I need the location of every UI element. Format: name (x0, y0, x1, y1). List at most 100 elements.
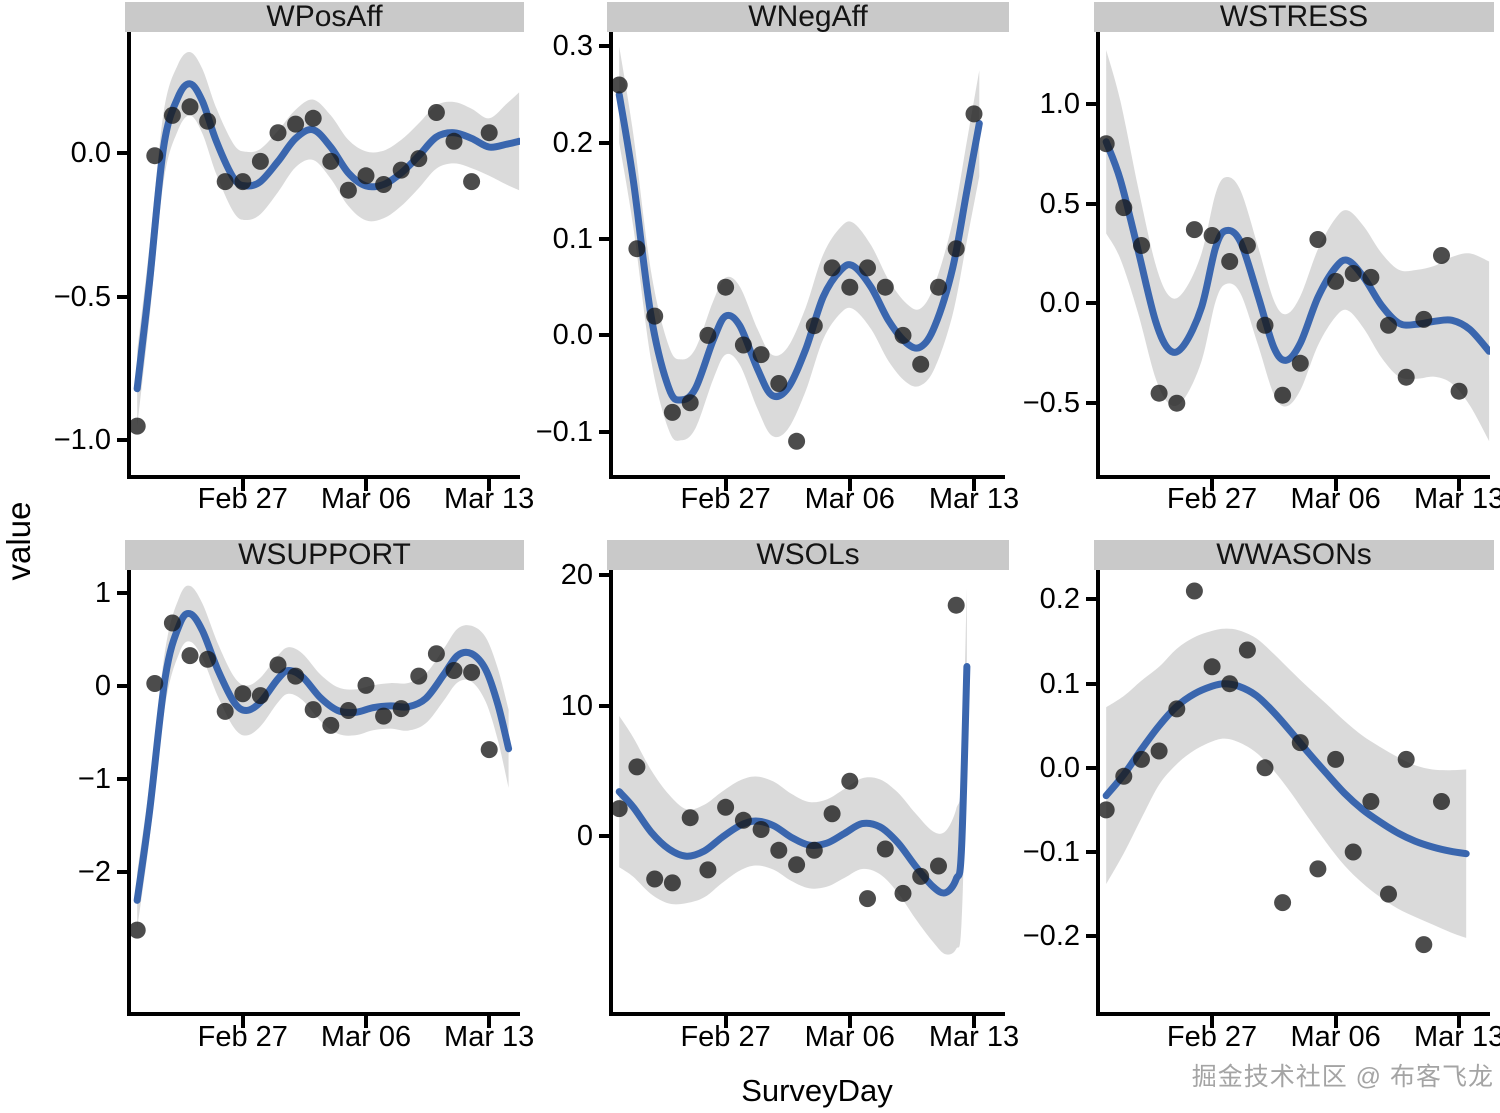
data-point (445, 662, 463, 679)
facet-strip: WPosAff (125, 2, 524, 32)
y-tick-label: 0.2 (552, 126, 593, 159)
data-point (163, 614, 181, 632)
confidence-ribbon (1106, 628, 1467, 938)
x-tick-label: Mar 13 (928, 483, 1020, 515)
data-point (646, 307, 664, 325)
smooth-line (615, 91, 983, 404)
y-tick-mark (599, 44, 611, 49)
data-point (681, 809, 699, 827)
data-point (357, 167, 375, 185)
data-point (1203, 658, 1221, 676)
data-point (788, 432, 806, 450)
y-tick-mark (599, 429, 611, 434)
y-tick-label: 0.1 (552, 223, 593, 256)
facet-title: WSTRESS (1219, 0, 1369, 33)
data-point (1309, 231, 1327, 248)
data-point (1344, 265, 1362, 282)
x-tick-mark (487, 1016, 492, 1028)
data-point (876, 278, 894, 296)
data-point (304, 701, 322, 719)
data-point (1133, 237, 1150, 254)
data-point (1185, 582, 1203, 600)
data-point (375, 707, 393, 725)
x-tick-mark (723, 1016, 728, 1028)
data-point (1221, 675, 1239, 693)
data-point (699, 326, 717, 344)
data-point (287, 667, 305, 685)
y-axis-line (1096, 32, 1100, 479)
data-point (357, 676, 375, 694)
smooth-line (133, 80, 520, 393)
data-point (269, 656, 287, 674)
y-tick-label: −1.0 (53, 424, 111, 457)
y-tick-label: 0.0 (1039, 287, 1080, 320)
x-tick-label: Mar 06 (804, 483, 895, 515)
y-tick-mark (599, 333, 611, 338)
y-tick-mark (1086, 765, 1098, 770)
data-point (613, 800, 628, 818)
facet-plot-area (1100, 582, 1470, 954)
data-point (912, 355, 930, 373)
data-point (1380, 885, 1397, 903)
data-point (947, 596, 965, 614)
y-tick-label: 10 (560, 689, 593, 722)
data-point (1256, 316, 1274, 334)
y-tick-mark (1086, 597, 1098, 602)
data-point (1433, 793, 1450, 810)
y-axis-line (609, 32, 613, 479)
x-tick-mark (847, 479, 852, 491)
facet-plot-area (613, 588, 971, 955)
data-point (1274, 386, 1292, 404)
data-point (427, 104, 445, 121)
x-tick-mark (1333, 479, 1338, 491)
y-tick-mark (599, 833, 611, 838)
data-point (234, 173, 252, 191)
data-point (181, 98, 199, 116)
x-tick-mark (1457, 479, 1462, 491)
data-point (646, 870, 664, 888)
data-point (1450, 382, 1468, 400)
y-tick-label: 0 (576, 819, 593, 852)
x-tick-label: Mar 13 (928, 1021, 1020, 1053)
data-point (770, 841, 788, 859)
data-point (131, 921, 146, 939)
confidence-ribbon (619, 46, 980, 441)
y-tick-mark (599, 703, 611, 708)
x-tick-mark (240, 479, 245, 491)
data-point (912, 867, 930, 885)
x-axis-line (609, 475, 1005, 479)
y-tick-mark (117, 294, 129, 299)
data-point (1256, 759, 1274, 777)
x-axis-line (609, 1012, 1005, 1016)
y-tick-mark (117, 684, 129, 689)
data-point (859, 890, 876, 908)
data-point (752, 821, 770, 838)
x-tick-mark (363, 1016, 368, 1028)
data-point (269, 124, 287, 142)
x-tick-mark (363, 479, 368, 491)
x-tick-label: Mar 06 (320, 1021, 412, 1053)
data-point (1327, 272, 1345, 290)
x-tick-label: Feb 27 (1166, 1021, 1258, 1053)
data-point (1291, 354, 1309, 372)
data-point (1221, 253, 1239, 270)
x-axis-line (127, 475, 520, 479)
x-axis-line (1096, 1012, 1490, 1016)
y-tick-mark (1086, 934, 1098, 939)
smooth-line (133, 610, 513, 904)
data-point (1362, 268, 1380, 286)
y-tick-label: −0.5 (53, 280, 111, 313)
x-tick-mark (240, 1016, 245, 1028)
data-point (304, 109, 322, 127)
facet-title: WSOLs (756, 538, 860, 571)
data-point (1238, 237, 1256, 254)
data-point (1415, 310, 1433, 328)
data-point (339, 181, 357, 199)
y-tick-label: 20 (560, 559, 593, 592)
data-point (1100, 135, 1115, 153)
y-tick-mark (117, 438, 129, 443)
data-point (1415, 936, 1433, 954)
facet-strip: WSTRESS (1094, 2, 1494, 32)
data-point (930, 278, 947, 296)
data-point (859, 259, 876, 277)
